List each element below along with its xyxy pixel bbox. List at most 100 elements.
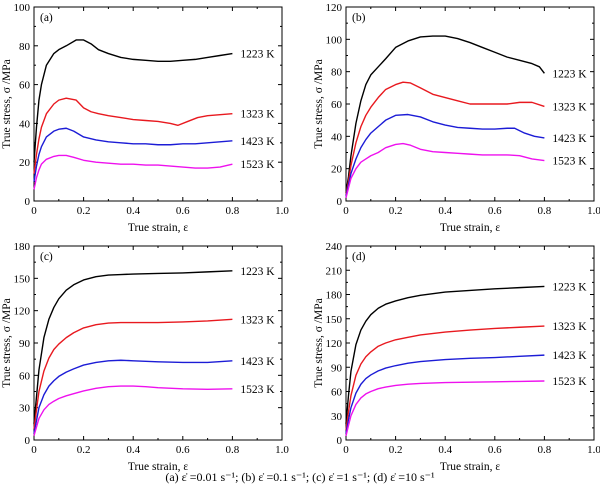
- y-tick-label: 60: [331, 387, 343, 399]
- y-tick-label: 100: [14, 2, 31, 14]
- series-line-1323-k: [33, 97, 233, 174]
- x-tick-label: 0.2: [389, 444, 403, 456]
- series-label-1223-k: 1223 K: [552, 68, 587, 80]
- series-line-1523-k: [33, 385, 233, 436]
- x-tick-label: 0.2: [77, 444, 91, 456]
- x-tick-label: 0: [31, 205, 37, 217]
- y-axis-title: True stress, σ /MPa: [313, 298, 325, 387]
- series-line-1323-k: [33, 318, 233, 430]
- x-tick-label: 0.2: [389, 205, 403, 217]
- x-axis-title: True strain, ε: [440, 461, 500, 473]
- series-line-1223-k: [345, 285, 545, 424]
- series-line-1523-k: [345, 380, 545, 437]
- y-tick-label: 150: [14, 273, 31, 285]
- series-line-1223-k: [33, 270, 233, 424]
- y-tick-label: 30: [331, 411, 343, 423]
- x-tick-label: 0.6: [488, 205, 502, 217]
- y-axis-title: True stress, σ /MPa: [1, 298, 13, 387]
- series-label-1323-k: 1323 K: [240, 314, 275, 326]
- y-tick-label: 40: [19, 118, 31, 130]
- y-tick-label: 90: [19, 338, 31, 350]
- panel-label: (b): [352, 12, 366, 24]
- y-tick-label: 30: [19, 403, 31, 415]
- series-line-1223-k: [345, 35, 545, 194]
- x-tick-label: 0.4: [438, 444, 452, 456]
- series-label-1223-k: 1223 K: [240, 266, 275, 278]
- series-label-1423-k: 1423 K: [552, 350, 587, 362]
- series-label-1223-k: 1223 K: [552, 281, 587, 293]
- series-label-1523-k: 1523 K: [240, 384, 275, 396]
- y-tick-label: 0: [25, 196, 31, 208]
- x-tick-label: 0.8: [226, 205, 240, 217]
- series-line-1523-k: [33, 154, 233, 190]
- x-tick-label: 1.0: [275, 444, 289, 456]
- x-axis-title: True strain, ε: [440, 222, 500, 234]
- series-label-1423-k: 1423 K: [240, 356, 275, 368]
- y-tick-label: 240: [326, 241, 343, 253]
- x-tick-label: 0.8: [226, 444, 240, 456]
- chart-panel-b: 0 0.2 0.4 0.6 0.8 1.0 0 20 40 60 80 100 120 True stra…: [313, 2, 600, 234]
- chart-panel-a: 0 0.2 0.4 0.6 0.8 1.0 0 20 40 60 80 100 True strain,…: [1, 2, 289, 234]
- y-tick-label: 120: [326, 338, 343, 350]
- x-axis-title: True strain, ε: [128, 461, 188, 473]
- x-tick-label: 0.6: [176, 444, 190, 456]
- panel-label: (a): [40, 12, 53, 24]
- panel-label: (c): [40, 251, 53, 263]
- x-tick-label: 0.4: [438, 205, 452, 217]
- y-tick-label: 60: [19, 370, 31, 382]
- y-tick-label: 120: [326, 2, 343, 14]
- y-tick-label: 0: [337, 435, 343, 447]
- y-tick-label: 0: [337, 196, 343, 208]
- figure-caption: (a) ε̇ =0.01 s⁻¹; (b) ε̇ =0.1 s⁻¹; (c) ε…: [165, 470, 435, 484]
- x-tick-label: 0.8: [538, 444, 552, 456]
- y-axis-title: True stress, σ /MPa: [313, 59, 325, 148]
- series-label-1423-k: 1423 K: [552, 133, 587, 145]
- x-tick-label: 0.4: [126, 205, 140, 217]
- panel-label: (d): [352, 251, 366, 263]
- y-tick-label: 210: [326, 265, 343, 277]
- x-tick-label: 1.0: [275, 205, 289, 217]
- x-tick-label: 0: [343, 205, 349, 217]
- y-tick-label: 20: [19, 157, 31, 169]
- series-label-1223-k: 1223 K: [240, 49, 275, 61]
- series-label-1523-k: 1523 K: [552, 376, 587, 388]
- series-line-1323-k: [345, 325, 545, 431]
- series-label-1323-k: 1323 K: [240, 109, 275, 121]
- series-line-1423-k: [33, 359, 233, 434]
- y-tick-label: 80: [331, 67, 343, 79]
- x-tick-label: 0.6: [488, 444, 502, 456]
- x-tick-label: 0.8: [538, 205, 552, 217]
- x-tick-label: 0.2: [77, 205, 91, 217]
- series-line-1223-k: [33, 39, 233, 163]
- y-axis-title: True stress, σ /MPa: [1, 59, 13, 148]
- y-tick-label: 100: [326, 34, 343, 46]
- y-tick-label: 180: [14, 241, 31, 253]
- series-line-1423-k: [345, 354, 545, 434]
- chart-panel-d: 0 0.2 0.4 0.6 0.8 1.0 0 30 60 90 120 150 180 210 240 Tr…: [313, 241, 600, 473]
- series-label-1323-k: 1323 K: [552, 321, 587, 333]
- x-tick-label: 1.0: [587, 205, 600, 217]
- x-axis-title: True strain, ε: [128, 222, 188, 234]
- series-label-1523-k: 1523 K: [552, 156, 587, 168]
- y-tick-label: 0: [25, 435, 31, 447]
- y-tick-label: 60: [19, 80, 31, 92]
- series-line-1323-k: [345, 81, 545, 195]
- y-tick-label: 60: [331, 99, 343, 111]
- y-tick-label: 180: [326, 290, 343, 302]
- y-tick-label: 90: [331, 362, 343, 374]
- x-tick-label: 0.6: [176, 205, 190, 217]
- y-tick-label: 120: [14, 306, 31, 318]
- x-tick-label: 0: [31, 444, 37, 456]
- y-tick-label: 40: [331, 131, 343, 143]
- series-label-1523-k: 1523 K: [240, 159, 275, 171]
- y-tick-label: 80: [19, 41, 31, 53]
- y-tick-label: 20: [331, 164, 343, 176]
- x-tick-label: 0: [343, 444, 349, 456]
- series-line-1423-k: [345, 113, 545, 197]
- series-line-1523-k: [345, 142, 545, 198]
- chart-panel-c: 0 0.2 0.4 0.6 0.8 1.0 0 30 60 90 120 150 180 True str…: [1, 241, 289, 473]
- x-tick-label: 0.4: [126, 444, 140, 456]
- series-label-1423-k: 1423 K: [240, 136, 275, 148]
